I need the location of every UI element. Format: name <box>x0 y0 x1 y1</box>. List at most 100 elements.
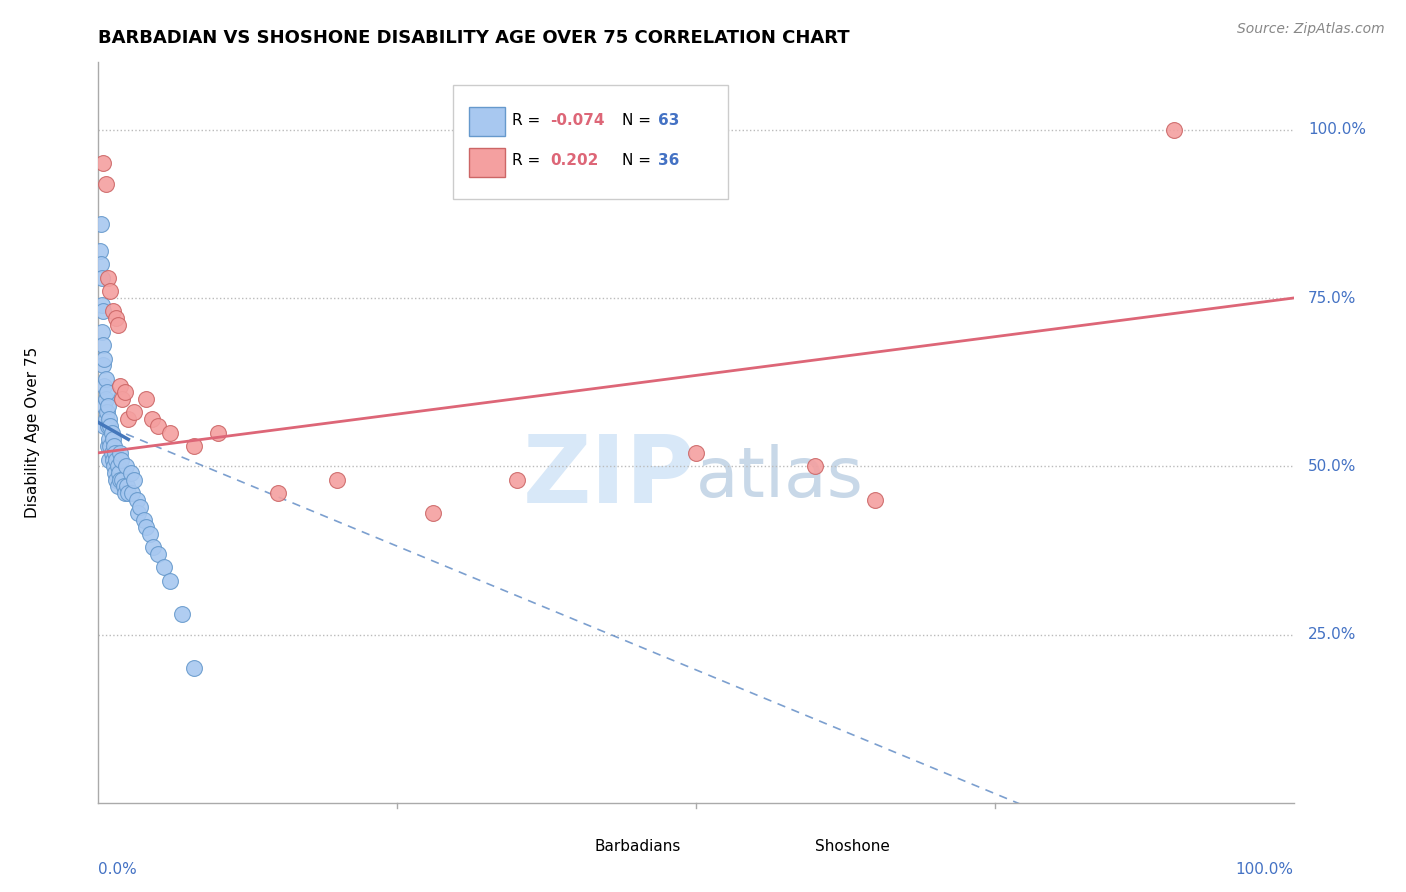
Point <box>153 560 176 574</box>
Point <box>127 507 149 521</box>
Point <box>183 661 205 675</box>
Point <box>97 270 120 285</box>
Point <box>90 257 112 271</box>
Text: -0.074: -0.074 <box>550 112 605 128</box>
Point <box>98 452 121 467</box>
Point <box>104 446 127 460</box>
Point <box>100 446 122 460</box>
Point <box>94 412 117 426</box>
Point <box>89 244 111 258</box>
Text: 0.202: 0.202 <box>550 153 599 169</box>
Point <box>183 439 205 453</box>
Point <box>108 473 131 487</box>
Bar <box>773 834 810 858</box>
Point <box>94 372 117 386</box>
Point <box>93 399 115 413</box>
Point <box>121 486 143 500</box>
Point <box>115 479 138 493</box>
Point <box>506 473 529 487</box>
Text: atlas: atlas <box>696 443 863 510</box>
Point <box>98 433 121 447</box>
Point <box>107 479 129 493</box>
Point <box>685 446 707 460</box>
Point <box>141 412 163 426</box>
Point <box>105 452 128 467</box>
Point <box>101 304 124 318</box>
Point <box>115 459 138 474</box>
Point <box>105 311 128 326</box>
Text: 100.0%: 100.0% <box>1308 122 1365 137</box>
Text: Shoshone: Shoshone <box>815 839 890 854</box>
Text: 63: 63 <box>658 112 679 128</box>
Point <box>135 520 157 534</box>
Point <box>103 439 125 453</box>
Point <box>148 418 170 433</box>
Text: 25.0%: 25.0% <box>1308 627 1357 642</box>
Point <box>103 459 125 474</box>
Text: N =: N = <box>621 112 655 128</box>
Point <box>207 425 229 440</box>
Point <box>98 439 122 453</box>
Point <box>108 446 131 460</box>
Point <box>91 338 114 352</box>
Point <box>96 405 118 419</box>
Text: 50.0%: 50.0% <box>1308 458 1357 474</box>
Bar <box>553 834 589 858</box>
Point <box>91 298 114 312</box>
Text: R =: R = <box>512 153 550 169</box>
Point <box>129 500 152 514</box>
Text: 75.0%: 75.0% <box>1308 291 1357 305</box>
Point <box>111 392 134 406</box>
Text: 36: 36 <box>658 153 679 169</box>
Point <box>865 492 887 507</box>
Bar <box>470 147 505 178</box>
Point <box>112 479 135 493</box>
Text: 100.0%: 100.0% <box>1236 862 1294 877</box>
Point <box>98 418 122 433</box>
Point <box>96 385 118 400</box>
Point <box>124 473 146 487</box>
Point <box>104 466 127 480</box>
Point <box>94 177 117 191</box>
Point <box>101 452 124 467</box>
Point <box>804 459 827 474</box>
Point <box>326 473 349 487</box>
Point <box>132 513 155 527</box>
Point <box>98 285 122 299</box>
Text: 0.0%: 0.0% <box>98 862 138 877</box>
Point <box>94 392 117 406</box>
Point <box>114 385 136 400</box>
Bar <box>470 107 505 136</box>
Point <box>100 425 122 440</box>
Text: Source: ZipAtlas.com: Source: ZipAtlas.com <box>1237 22 1385 37</box>
Point <box>422 507 444 521</box>
Text: R =: R = <box>512 112 546 128</box>
Point <box>97 439 120 453</box>
Point <box>142 540 165 554</box>
Point <box>97 399 120 413</box>
Point <box>111 473 134 487</box>
Point <box>108 378 131 392</box>
Text: N =: N = <box>621 153 655 169</box>
Point <box>139 526 162 541</box>
Point <box>107 318 129 332</box>
Point <box>135 392 157 406</box>
Text: ZIP: ZIP <box>523 431 696 523</box>
Point <box>97 418 120 433</box>
Point <box>107 459 129 474</box>
Point <box>101 433 124 447</box>
Point <box>120 466 142 480</box>
Point <box>124 405 146 419</box>
Point <box>267 486 290 500</box>
Text: Barbadians: Barbadians <box>595 839 681 854</box>
Point <box>91 156 114 170</box>
Point <box>117 486 139 500</box>
Point <box>117 412 139 426</box>
Point <box>91 359 114 373</box>
Point <box>159 425 181 440</box>
Point <box>1163 122 1185 136</box>
Text: BARBADIAN VS SHOSHONE DISABILITY AGE OVER 75 CORRELATION CHART: BARBADIAN VS SHOSHONE DISABILITY AGE OVE… <box>98 29 851 47</box>
Point <box>172 607 194 622</box>
Text: Disability Age Over 75: Disability Age Over 75 <box>25 347 41 518</box>
Point <box>125 492 148 507</box>
